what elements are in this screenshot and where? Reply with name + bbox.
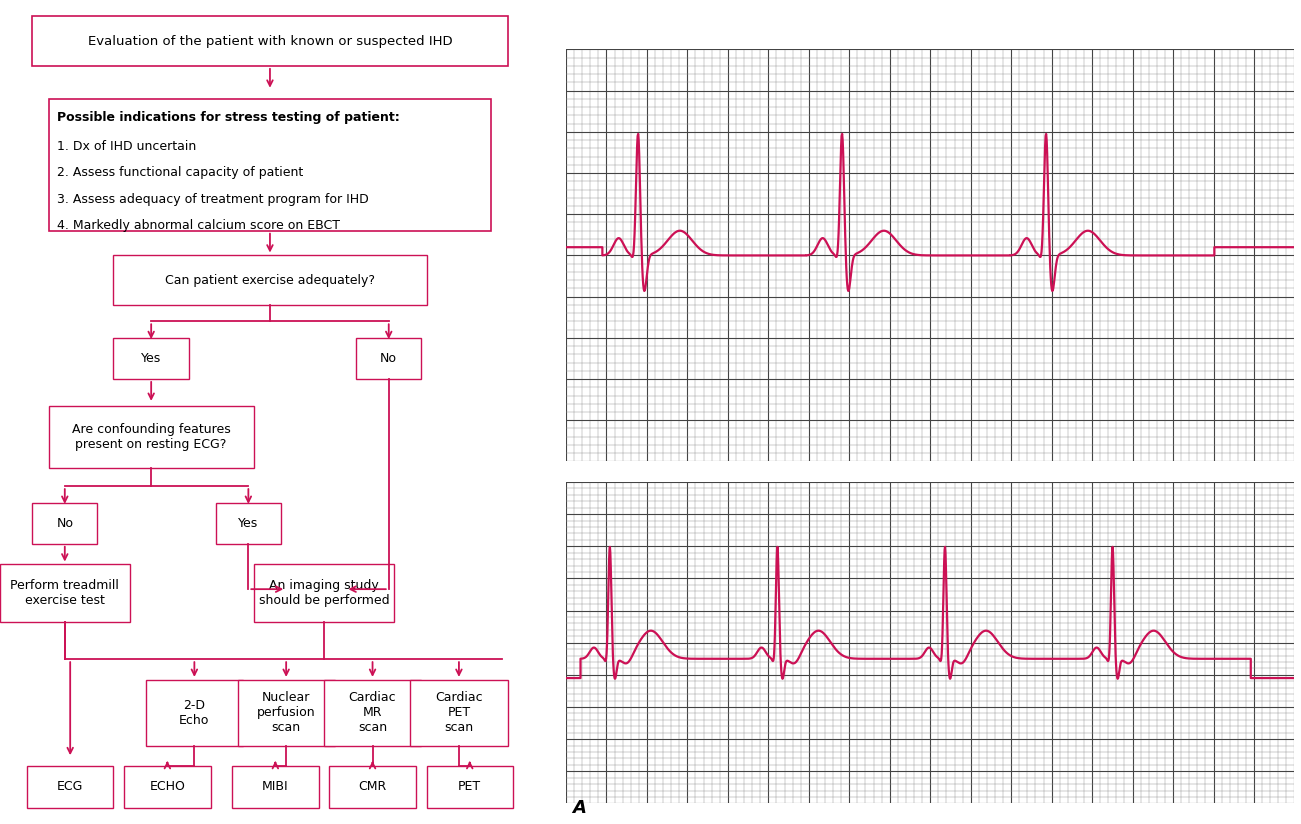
FancyBboxPatch shape xyxy=(410,680,507,746)
Text: Perform treadmill
exercise test: Perform treadmill exercise test xyxy=(10,579,120,607)
Text: ECHO: ECHO xyxy=(150,780,185,794)
Text: Can patient exercise adequately?: Can patient exercise adequately? xyxy=(165,274,375,287)
FancyBboxPatch shape xyxy=(427,766,513,808)
Text: Are confounding features
present on resting ECG?: Are confounding features present on rest… xyxy=(72,423,230,451)
FancyBboxPatch shape xyxy=(124,766,211,808)
Text: MIBI: MIBI xyxy=(262,780,289,794)
FancyBboxPatch shape xyxy=(113,255,427,305)
FancyBboxPatch shape xyxy=(216,503,281,544)
FancyBboxPatch shape xyxy=(254,564,394,622)
FancyBboxPatch shape xyxy=(33,503,98,544)
Text: A: A xyxy=(572,799,587,817)
FancyBboxPatch shape xyxy=(113,338,189,379)
Text: 2. Assess functional capacity of patient: 2. Assess functional capacity of patient xyxy=(57,166,303,180)
Text: 2-D
Echo: 2-D Echo xyxy=(180,699,209,727)
FancyBboxPatch shape xyxy=(48,99,492,231)
Text: Yes: Yes xyxy=(141,352,161,365)
Text: 3. Assess adequacy of treatment program for IHD: 3. Assess adequacy of treatment program … xyxy=(57,193,368,206)
Text: Evaluation of the patient with known or suspected IHD: Evaluation of the patient with known or … xyxy=(87,35,453,48)
FancyBboxPatch shape xyxy=(48,406,254,468)
Text: ECG: ECG xyxy=(57,780,83,794)
Text: No: No xyxy=(56,517,73,530)
Text: No: No xyxy=(380,352,397,365)
Text: Cardiac
PET
scan: Cardiac PET scan xyxy=(435,691,483,734)
FancyBboxPatch shape xyxy=(324,680,422,746)
Text: Cardiac
MR
scan: Cardiac MR scan xyxy=(349,691,397,734)
FancyBboxPatch shape xyxy=(0,564,130,622)
Text: Possible indications for stress testing of patient:: Possible indications for stress testing … xyxy=(57,111,399,124)
Text: PET: PET xyxy=(458,780,481,794)
FancyBboxPatch shape xyxy=(238,680,334,746)
Text: Nuclear
perfusion
scan: Nuclear perfusion scan xyxy=(256,691,315,734)
Text: 1. Dx of IHD uncertain: 1. Dx of IHD uncertain xyxy=(57,140,196,153)
Text: Yes: Yes xyxy=(238,517,259,530)
Text: CMR: CMR xyxy=(358,780,386,794)
Text: 4. Markedly abnormal calcium score on EBCT: 4. Markedly abnormal calcium score on EB… xyxy=(57,219,340,232)
FancyBboxPatch shape xyxy=(146,680,243,746)
FancyBboxPatch shape xyxy=(232,766,319,808)
Text: An imaging study
should be performed: An imaging study should be performed xyxy=(259,579,389,607)
FancyBboxPatch shape xyxy=(356,338,422,379)
FancyBboxPatch shape xyxy=(27,766,113,808)
FancyBboxPatch shape xyxy=(329,766,416,808)
FancyBboxPatch shape xyxy=(33,16,507,66)
